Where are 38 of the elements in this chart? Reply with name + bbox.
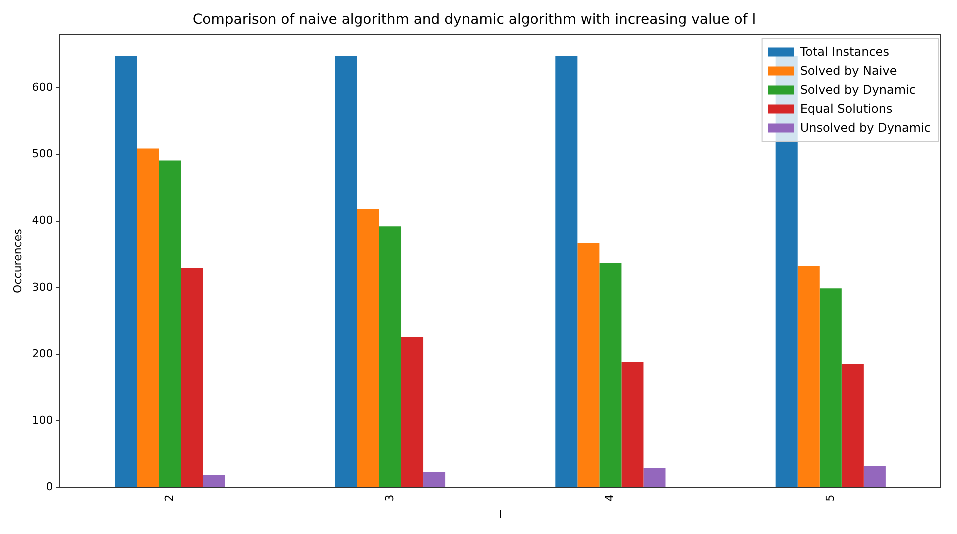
legend-label: Total Instances (799, 44, 890, 59)
bar (600, 263, 622, 488)
bar (357, 209, 380, 488)
bar (137, 148, 160, 488)
legend-label: Solved by Dynamic (800, 82, 916, 97)
bar (820, 288, 842, 488)
bar (379, 226, 402, 488)
bar (864, 466, 886, 488)
y-tick-label: 100 (32, 414, 54, 428)
legend-label: Equal Solutions (800, 102, 893, 116)
y-tick-label: 600 (32, 80, 54, 94)
bar (842, 364, 864, 488)
bar (424, 472, 446, 488)
x-tick-label: 3 (383, 494, 396, 502)
bar (402, 337, 424, 488)
chart-title: Comparison of naive algorithm and dynamic algorithm with increasing value of l (192, 12, 756, 28)
bar (335, 56, 358, 488)
y-tick-label: 300 (32, 280, 54, 294)
bar (181, 268, 204, 488)
bar (622, 362, 644, 488)
bar (644, 468, 666, 488)
x-tick-label: 5 (824, 494, 837, 502)
legend-label: Solved by Naive (800, 64, 898, 78)
y-tick-label: 0 (46, 480, 54, 494)
x-axis-title: l (499, 508, 502, 522)
legend-label: Unsolved by Dynamic (800, 120, 931, 135)
x-tick-label: 2 (163, 494, 176, 502)
bar (578, 243, 600, 488)
y-tick-label: 400 (32, 214, 54, 228)
bar (203, 475, 226, 488)
bar (556, 56, 578, 488)
bar (798, 266, 820, 488)
bar (159, 160, 182, 488)
y-tick-label: 200 (32, 347, 54, 360)
y-tick-label: 500 (32, 148, 54, 161)
x-tick-label: 4 (604, 494, 617, 502)
y-axis-title: Occurences (11, 228, 24, 294)
bar (115, 56, 138, 488)
